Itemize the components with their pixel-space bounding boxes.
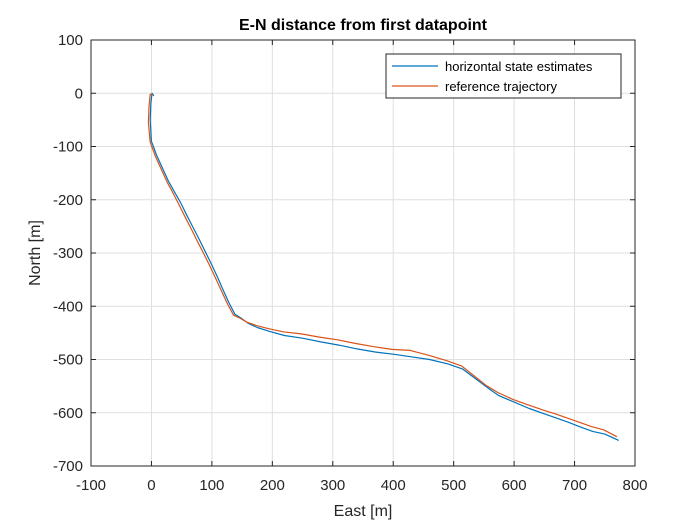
axes-box [90, 39, 636, 467]
x-axis-label: East [m] [334, 503, 393, 520]
y-axis-label: North [m] [27, 220, 44, 286]
y-tick-label: -500 [53, 352, 83, 369]
y-tick-label: -100 [53, 139, 83, 156]
series-line-state-estimates [149, 92, 619, 441]
plot-area: -100 0 100 200 300 400 500 600 700 800 -700 -600 -50… [53, 32, 648, 494]
x-tick-label: 600 [502, 477, 527, 494]
y-tick-label: -700 [53, 458, 83, 475]
x-tick-label: 700 [562, 477, 587, 494]
x-tick-label: 500 [441, 477, 466, 494]
x-tick-label: 200 [260, 477, 285, 494]
y-tick-label: 100 [58, 32, 83, 49]
y-tick-label: -400 [53, 298, 83, 315]
series-line-reference-trajectory [147, 93, 618, 438]
x-tick-label: 100 [199, 477, 224, 494]
legend-box [385, 53, 622, 99]
y-tick-label: 0 [75, 85, 83, 102]
x-tick-label: 800 [622, 477, 647, 494]
y-tick-label: -200 [53, 192, 83, 209]
x-tick-label: 0 [147, 477, 155, 494]
x-tick-label: -100 [76, 477, 106, 494]
y-tick-label: -600 [53, 405, 83, 422]
legend-label: reference trajectory [445, 79, 557, 94]
legend: horizontal state estimates reference traj… [385, 53, 622, 99]
chart-title: E-N distance from first datapoint [239, 17, 488, 34]
y-tick-label: -300 [53, 245, 83, 262]
x-tick-label: 400 [381, 477, 406, 494]
legend-label: horizontal state estimates [445, 59, 593, 74]
x-tick-label: 300 [320, 477, 345, 494]
